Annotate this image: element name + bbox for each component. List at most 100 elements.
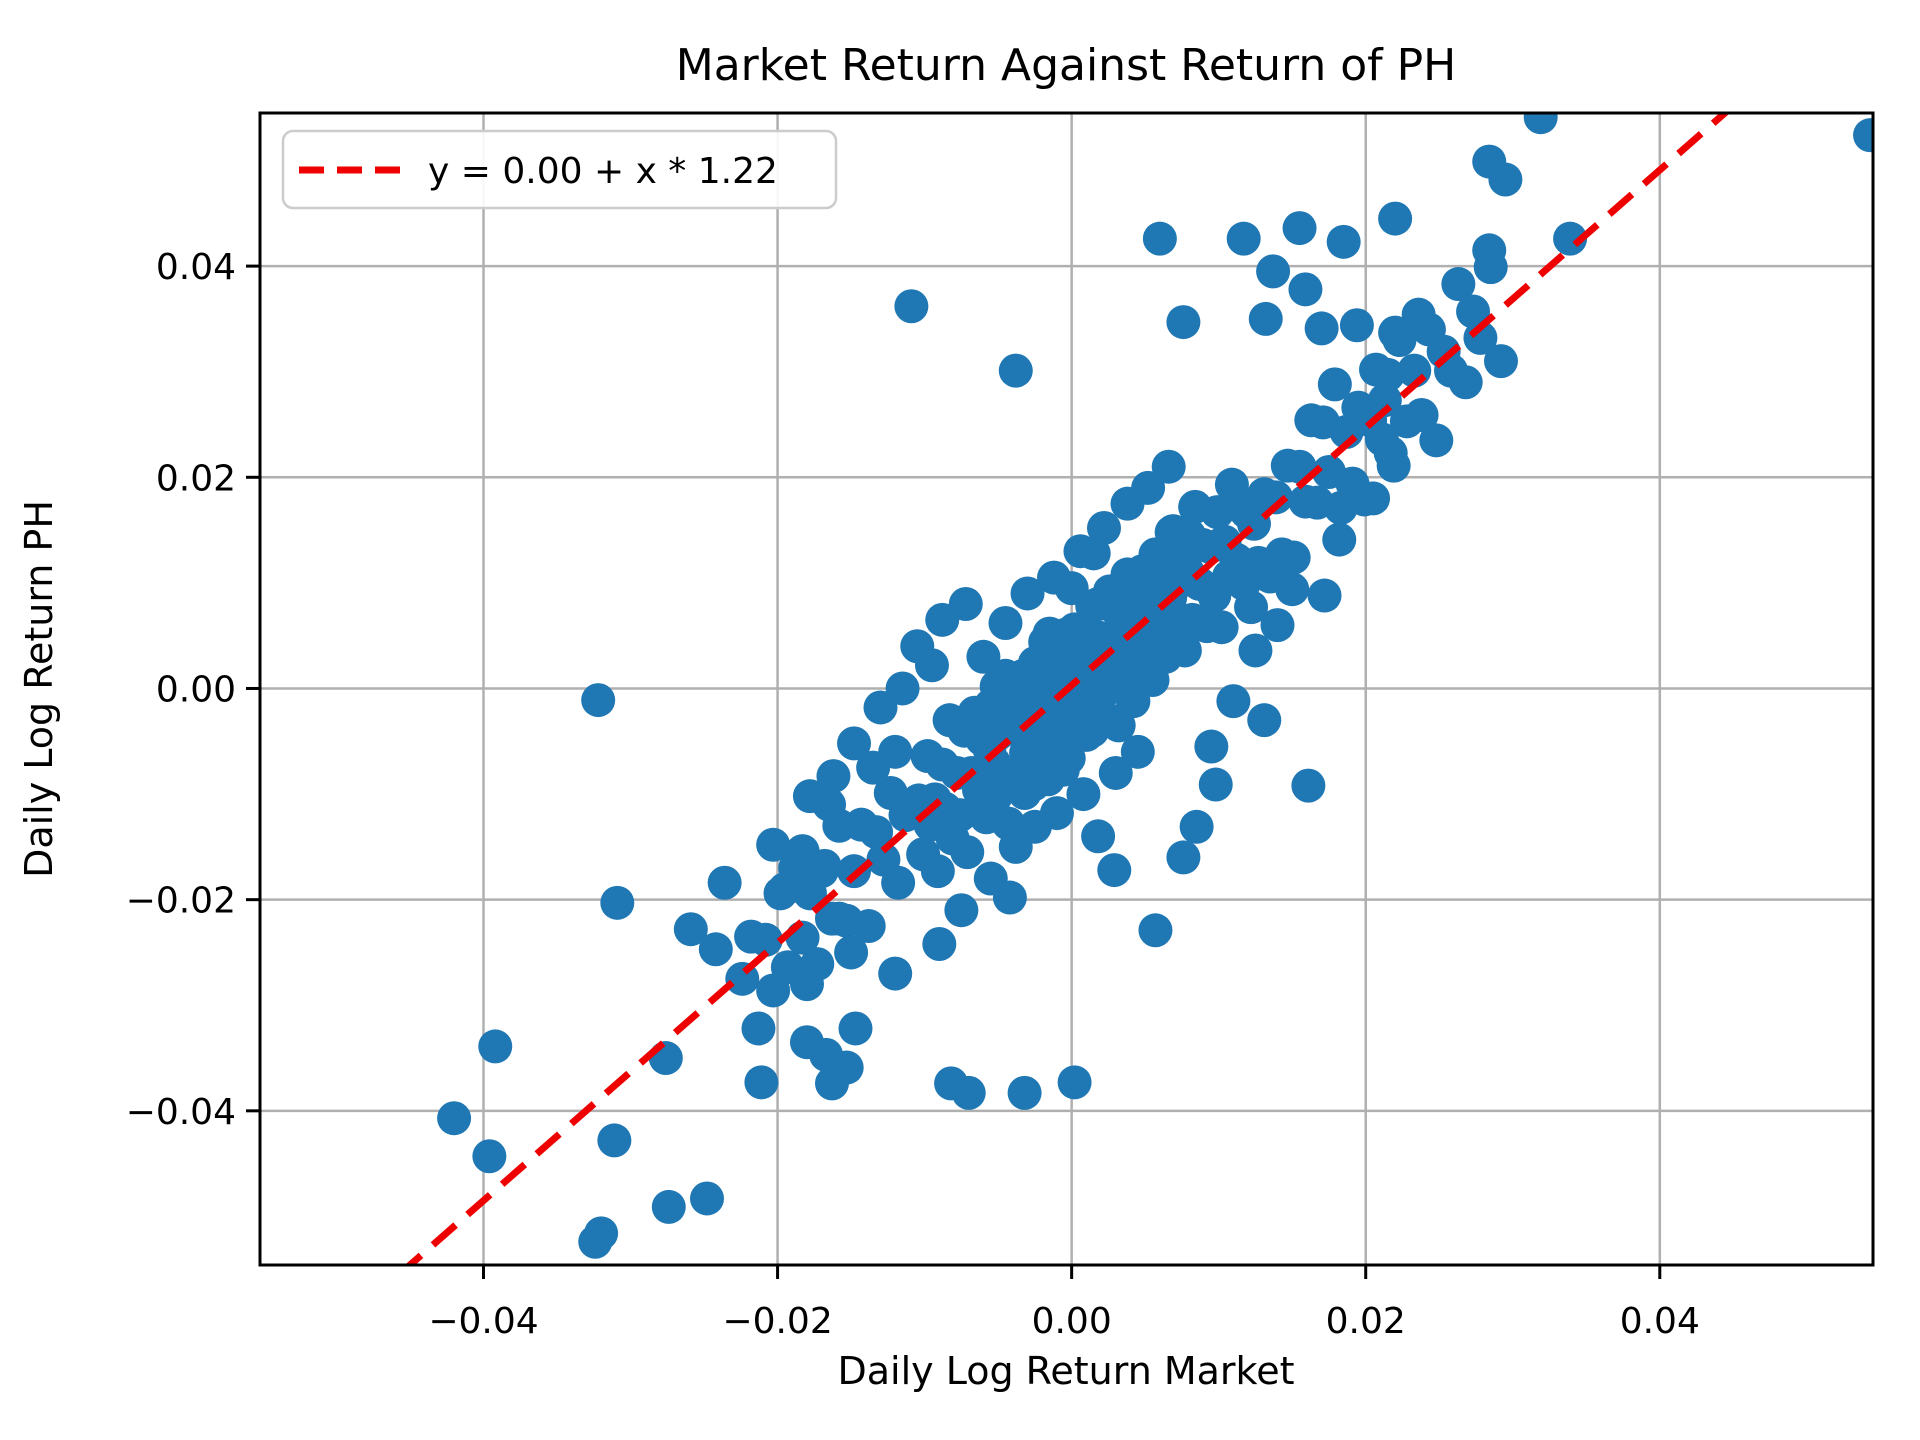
scatter-point [792,779,827,814]
scatter-point [1463,320,1498,355]
scatter-point [834,935,869,970]
scatter-point [673,912,708,947]
axes-spines-and-ticks: −0.04 −0.02 0.00 0.02 0.04 −0.04 −0.02 0.00 0.02… [126,111,1875,1342]
scatter-point [1075,713,1110,748]
scatter-point [1853,118,1873,153]
scatter-point [988,606,1023,641]
scatter-point [1138,913,1173,948]
scatter-point [1288,272,1323,307]
x-tick-label: 0.00 [1032,1301,1112,1342]
scatter-point [1041,728,1076,763]
scatter-point [1007,1075,1042,1110]
scatter-point [838,1011,873,1046]
scatter-point [1097,853,1132,888]
scatter-point [948,586,983,621]
scatter-point [744,1065,779,1100]
scatter-point [837,854,872,889]
scatter-point [966,639,1001,674]
scatter-point [1166,840,1201,875]
scatter-point [1082,620,1117,655]
scatter-point [814,1066,849,1101]
scatter-point [1373,436,1408,471]
scatter-point [950,835,985,870]
scatter-point [992,880,1027,915]
y-tick-label: −0.02 [126,881,236,922]
scatter-point [1157,600,1192,635]
scatter-point [1142,221,1177,256]
y-tick-label: 0.02 [156,458,236,499]
y-tick-label: −0.04 [126,1092,236,1133]
scatter-point [920,854,955,889]
scatter-point [1282,211,1317,246]
x-tick-label: 0.02 [1326,1301,1406,1342]
scatter-point [581,683,616,718]
scatter-point [1553,221,1588,256]
scatter-point [767,872,802,907]
scatter-point [1259,480,1294,515]
scatter-point [1382,323,1417,358]
scatter-point [1092,574,1127,609]
scatter-point [756,827,791,862]
scatter-point [1039,796,1074,831]
scatter-point [1419,423,1454,458]
scatter-point [837,726,872,761]
scatter-point [1057,1065,1092,1100]
scatter-point [894,289,929,324]
scatter-point [1198,767,1233,802]
regression-line [404,113,1731,1265]
scatter-point [1031,762,1066,797]
x-axis-label: Daily Log Return Market [838,1349,1295,1393]
scatter-point [1098,755,1133,790]
scatter-point [600,885,635,920]
scatter-point [748,922,783,957]
scatter-point [1326,224,1361,259]
scatter-point [1038,647,1073,682]
scatter-point [900,629,935,664]
scatter-point [1045,703,1080,738]
scatter-point [1488,162,1523,197]
scatter-point [648,1041,683,1076]
x-tick-label: −0.02 [722,1301,832,1342]
scatter-point [1441,267,1476,302]
scatter-point [888,798,923,833]
scatter-point [942,798,977,833]
scatter-point [478,1029,513,1064]
y-axis-label: Daily Log Return PH [17,500,61,878]
scatter-point [698,932,733,967]
gridlines [260,113,1873,1265]
scatter-point [1120,734,1155,769]
scatter-point [1304,311,1339,346]
fit-line [404,113,1731,1265]
scatter-point [881,865,916,900]
scatter-point [789,967,824,1002]
scatter-point [1204,610,1239,645]
scatter-point [1179,809,1214,844]
scatter-point [998,353,1033,388]
scatter-point [856,750,891,785]
scatter-point [878,956,913,991]
scatter-point [1164,631,1199,666]
scatter-point [1194,729,1229,764]
scatter-point [689,1181,724,1216]
x-tick-label: 0.04 [1620,1301,1700,1342]
scatter-point [1404,397,1439,432]
scatter-point [1378,201,1413,236]
scatter-points [437,113,1873,1259]
scatter-point [1131,470,1166,505]
scatter-point [973,688,1008,723]
scatter-point [1256,254,1291,289]
scatter-point [944,893,979,928]
scatter-point [1276,540,1311,575]
scatter-point [816,759,851,794]
scatter-point [597,1123,632,1158]
scatter-point [1307,578,1342,613]
scatter-point [863,690,898,725]
scatter-point [1135,663,1170,698]
scatter-point [1367,383,1402,418]
scatter-point [951,1075,986,1110]
scatter-point [1151,449,1186,484]
scatter-point [1275,572,1310,607]
scatter-point [1172,518,1207,553]
scatter-point [1081,819,1116,854]
scatter-point [741,1011,776,1046]
